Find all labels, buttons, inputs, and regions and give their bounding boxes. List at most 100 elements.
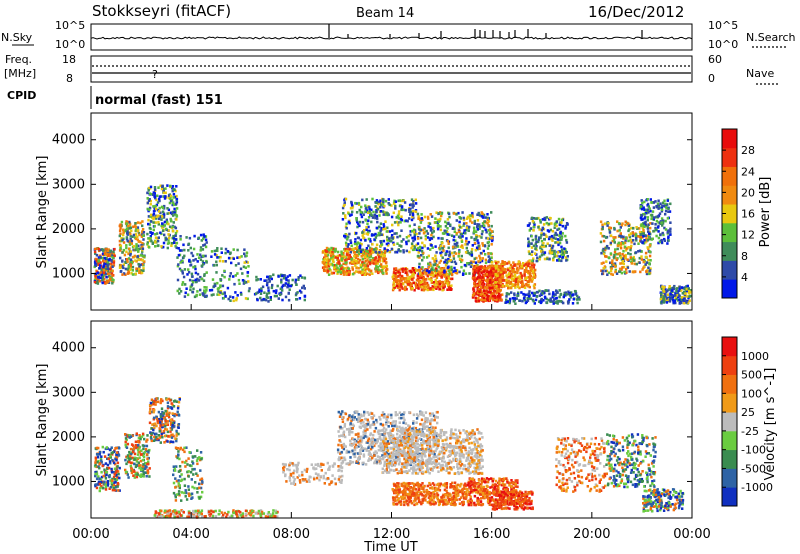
range-cell <box>465 222 468 225</box>
range-cell <box>129 264 132 268</box>
range-cell <box>665 299 668 302</box>
range-cell <box>128 434 131 437</box>
range-cell <box>476 276 480 279</box>
range-cell <box>568 298 571 301</box>
range-cell <box>116 461 120 465</box>
range-cell <box>437 272 440 276</box>
range-cell <box>398 273 402 277</box>
range-cell <box>435 267 438 271</box>
noise-left-tick-bottom: 10^0 <box>55 38 85 51</box>
range-cell <box>384 248 387 252</box>
range-cell <box>444 220 447 224</box>
range-cell <box>303 298 306 302</box>
range-cell <box>109 485 113 489</box>
range-cell <box>439 259 443 263</box>
range-cell <box>246 261 249 264</box>
range-cell <box>99 271 103 274</box>
range-cell <box>107 475 111 478</box>
range-cell <box>133 452 137 456</box>
range-cell <box>136 473 139 476</box>
range-cell <box>477 260 480 263</box>
range-cell <box>126 239 129 243</box>
range-cell <box>245 280 248 284</box>
range-cell <box>245 251 249 255</box>
range-cell <box>556 238 560 241</box>
range-cell <box>627 252 630 255</box>
range-cell <box>473 270 477 273</box>
range-cell <box>432 274 435 277</box>
range-cell <box>374 250 377 254</box>
range-cell <box>168 241 171 245</box>
range-cell <box>387 242 390 245</box>
range-cell <box>398 244 401 247</box>
range-cell <box>509 263 513 267</box>
range-cell <box>660 238 663 242</box>
range-cell <box>285 277 288 280</box>
range-cell <box>103 474 107 477</box>
range-cell <box>369 255 373 258</box>
range-cell <box>334 256 337 259</box>
range-cell <box>405 236 409 239</box>
range-cell <box>270 277 273 281</box>
range-cell <box>481 230 484 233</box>
range-cell <box>378 264 382 268</box>
range-cell <box>362 213 365 216</box>
noise-left-tick-top: 10^5 <box>55 19 85 32</box>
range-cell <box>396 282 399 286</box>
range-cell <box>439 251 442 255</box>
range-cell <box>295 283 298 286</box>
range-cell <box>420 276 424 280</box>
range-cell <box>533 270 536 274</box>
range-cell <box>151 242 154 245</box>
range-cell <box>489 231 492 235</box>
range-cell <box>645 270 648 273</box>
range-cell <box>375 199 379 202</box>
range-cell <box>428 222 432 225</box>
range-cell <box>181 281 185 284</box>
range-cell <box>105 446 109 449</box>
range-cell <box>350 257 353 261</box>
range-cell <box>535 240 538 244</box>
range-cell <box>140 453 143 456</box>
range-cell <box>527 262 530 266</box>
range-cell <box>153 224 156 228</box>
range-cell <box>386 226 389 230</box>
range-cell <box>675 297 678 301</box>
range-cell <box>107 260 110 263</box>
range-cell <box>471 276 475 280</box>
range-cell <box>450 284 453 287</box>
range-cell <box>627 224 631 227</box>
range-cell <box>537 216 540 220</box>
range-cell <box>106 261 109 265</box>
range-cell <box>153 188 157 191</box>
range-cell <box>393 267 396 271</box>
range-cell <box>472 273 476 277</box>
range-cell <box>351 210 354 214</box>
range-cell <box>102 271 106 275</box>
range-cell <box>513 292 516 295</box>
range-cell <box>375 243 379 247</box>
range-cell <box>439 244 443 248</box>
range-cell <box>453 251 456 254</box>
range-cell <box>622 266 626 269</box>
range-cell <box>659 202 662 205</box>
noise-panel-frame <box>90 23 693 51</box>
range-cell <box>193 234 196 238</box>
nave-label: Nave <box>746 67 774 80</box>
range-cell <box>141 228 145 231</box>
range-cell <box>546 242 549 245</box>
range-cell <box>471 296 475 299</box>
range-cell <box>111 479 114 482</box>
range-cell <box>538 294 541 297</box>
range-cell <box>211 278 215 281</box>
range-cell <box>460 254 463 258</box>
range-cell <box>660 221 663 224</box>
range-cell <box>440 276 443 279</box>
range-cell <box>256 291 259 294</box>
range-cell <box>676 290 679 293</box>
range-cell <box>133 458 136 461</box>
range-cell <box>247 265 250 268</box>
range-cell <box>489 278 492 282</box>
range-cell <box>432 281 435 284</box>
